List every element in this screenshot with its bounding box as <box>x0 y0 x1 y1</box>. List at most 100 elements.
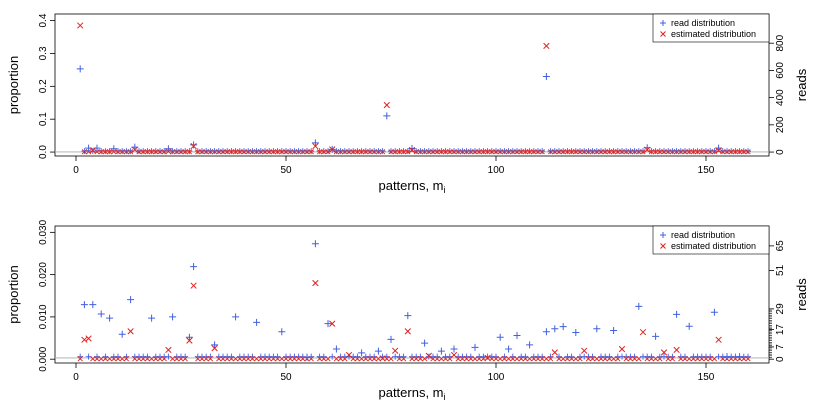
estimated-point-minor <box>203 149 209 155</box>
estimated-point-minor <box>363 356 369 362</box>
estimated-point-minor <box>321 149 327 155</box>
estimated-point <box>81 336 88 343</box>
estimated-point <box>392 347 399 354</box>
estimated-point-minor <box>535 149 541 155</box>
estimated-point <box>408 146 416 154</box>
estimated-point-minor <box>136 356 142 362</box>
estimated-point-minor <box>615 356 621 362</box>
estimated-point-minor <box>161 356 167 362</box>
read-point <box>593 325 601 333</box>
estimated-point-minor <box>728 356 734 362</box>
x-axis-title: patterns, mi <box>378 385 445 402</box>
estimated-point-minor <box>682 356 688 362</box>
estimated-point-minor <box>468 356 474 362</box>
estimated-point-minor <box>337 149 344 155</box>
estimated-point-minor <box>543 356 550 362</box>
estimated-point-minor <box>640 149 646 155</box>
estimated-point-minor <box>241 356 247 362</box>
estimated-point-minor <box>623 149 629 155</box>
estimated-point-minor <box>266 356 272 362</box>
estimated-point-minor <box>686 149 692 155</box>
estimated-point-minor <box>417 149 424 155</box>
estimated-point-minor <box>203 356 209 362</box>
estimated-point-minor <box>283 356 289 362</box>
estimated-point-minor <box>610 356 617 362</box>
estimated-point-minor <box>522 356 529 362</box>
estimated-point-minor <box>426 149 432 155</box>
estimated-point-minor <box>245 356 251 362</box>
estimated-point-minor <box>514 149 520 155</box>
read-point <box>148 314 156 322</box>
estimated-point-minor <box>678 356 684 362</box>
right-tick-label: 29 <box>775 303 786 315</box>
plot-frame <box>54 225 770 364</box>
estimated-point-minor <box>489 149 495 155</box>
x-tick-label: 0 <box>73 372 79 383</box>
estimated-point-minor <box>237 149 243 155</box>
estimated-point-minor <box>178 356 184 362</box>
estimated-point-minor <box>220 356 226 362</box>
estimated-point-minor <box>535 356 541 362</box>
estimated-point-minor <box>337 356 344 362</box>
estimated-point-minor <box>333 149 340 155</box>
legend-label-read: read distribution <box>671 230 735 240</box>
estimated-point-minor <box>287 149 293 155</box>
estimated-point-minor <box>384 356 390 362</box>
estimated-point-minor <box>371 356 377 362</box>
x-axis-title: patterns, mi <box>378 178 445 195</box>
estimated-point-minor <box>119 356 125 362</box>
estimated-point-minor <box>459 149 466 155</box>
estimated-point-minor <box>745 149 751 155</box>
estimated-point-minor <box>560 149 566 155</box>
estimated-point-minor <box>186 149 193 155</box>
estimated-point-minor <box>295 149 302 155</box>
estimated-point-minor <box>413 149 419 155</box>
estimated-point-minor <box>123 149 130 155</box>
x-tick-label: 150 <box>698 165 715 176</box>
y-tick-label: 0.000 <box>38 346 49 371</box>
estimated-point <box>660 349 668 356</box>
right-tick-label: 800 <box>775 34 786 51</box>
legend-label-read: read distribution <box>671 18 735 28</box>
estimated-point-minor <box>363 149 369 155</box>
estimated-point <box>127 328 134 335</box>
read-point <box>542 328 550 336</box>
estimated-point-minor <box>232 356 239 362</box>
read-point <box>551 325 559 333</box>
estimated-point-minor <box>493 149 499 155</box>
estimated-point-minor <box>153 356 159 362</box>
estimated-point-minor <box>497 149 503 155</box>
estimated-point-minor <box>451 149 457 155</box>
estimated-point-minor <box>228 149 235 155</box>
legend-label-estimated: estimated distribution <box>671 241 756 251</box>
estimated-point-minor <box>623 356 629 362</box>
estimated-point-minor <box>421 149 428 155</box>
estimated-point-minor <box>484 149 491 155</box>
legend-marker-estimated <box>660 31 666 37</box>
estimated-point-minor <box>245 149 251 155</box>
estimated-point <box>131 146 138 153</box>
estimated-point-minor <box>144 356 151 362</box>
estimated-point-minor <box>262 149 268 155</box>
estimated-point-minor <box>556 356 562 362</box>
estimated-point-minor <box>577 149 583 155</box>
estimated-point-minor <box>686 356 692 362</box>
estimated-point-minor <box>148 149 155 155</box>
read-point-minor <box>379 148 386 155</box>
read-point <box>127 296 135 304</box>
legend-box <box>652 225 770 255</box>
estimated-point-minor <box>253 356 260 362</box>
right-tick-label: 400 <box>775 89 786 106</box>
estimated-point-minor <box>547 149 554 155</box>
estimated-point-minor <box>346 149 352 155</box>
estimated-point <box>383 101 390 109</box>
estimated-point-minor <box>94 356 100 362</box>
estimated-point-minor <box>732 356 739 362</box>
estimated-point <box>484 354 491 362</box>
estimated-point-minor <box>325 149 331 155</box>
estimated-point-minor <box>115 356 121 362</box>
estimated-point-minor <box>375 356 382 362</box>
estimated-point-minor <box>669 149 676 155</box>
